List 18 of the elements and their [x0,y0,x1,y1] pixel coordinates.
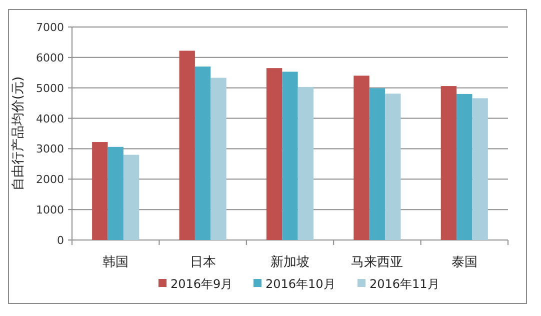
y-tick-label: 0 [57,234,64,247]
y-axis-title: 自由行产品均价(元) [11,76,26,191]
legend-item: 2016年9月 [158,277,233,291]
y-tick-label: 6000 [36,51,64,64]
legend-item: 2016年10月 [254,277,336,291]
y-tick-label: 7000 [36,21,64,34]
y-tick-label: 4000 [36,112,64,126]
y-tick-label: 1000 [36,204,64,217]
x-tick-label: 韩国 [102,255,129,270]
y-tick-label: 2000 [36,173,64,186]
legend-item: 2016年11月 [358,277,440,291]
x-tick-label: 新加坡 [270,255,310,270]
x-tick-label: 泰国 [451,255,478,270]
y-tick-label: 5000 [36,82,64,95]
x-tick-label: 马来西亚 [351,255,404,270]
y-tick-label: 3000 [36,142,64,156]
legend-label: 2016年9月 [170,277,233,291]
x-tick-label: 日本 [190,255,216,270]
